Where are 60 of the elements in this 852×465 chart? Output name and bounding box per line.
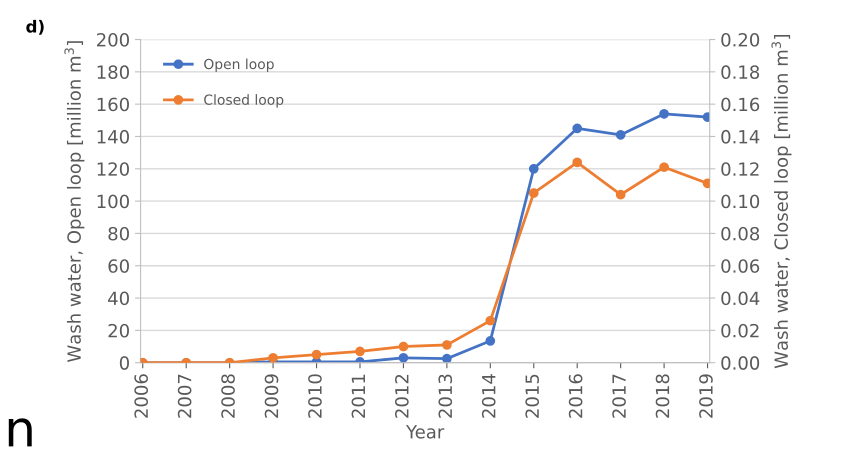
x-tick-label: 2015 <box>525 374 539 418</box>
y-axis-title: Wash water, Open loop [million m$^{3}$] <box>64 41 84 362</box>
y-tick-label: 160 <box>98 98 129 112</box>
point <box>485 316 496 326</box>
point <box>398 352 408 363</box>
x-tick-label: 2017 <box>612 374 626 418</box>
x-tick-label: 2013 <box>438 374 452 418</box>
x-tick-label: 2007 <box>178 374 192 418</box>
y2-axis-title: Wash water, Closed loop [million m$^{3}$] <box>771 35 792 368</box>
y2-tick-label: 0.16 <box>721 98 760 112</box>
point <box>659 162 669 172</box>
x-tick-label: 2018 <box>656 374 670 418</box>
y2-tick-label: 0.14 <box>721 130 760 144</box>
y-tick-label: 40 <box>108 292 129 306</box>
y-tick-label: 20 <box>108 324 129 338</box>
point <box>616 190 626 200</box>
text: d) <box>26 20 44 35</box>
point <box>485 336 496 346</box>
y2-tick-label: 0.18 <box>721 65 760 79</box>
point <box>398 342 408 352</box>
y2-tick-label: 0.08 <box>721 226 760 241</box>
point <box>442 354 452 363</box>
point <box>572 157 582 168</box>
point <box>355 346 365 356</box>
y-tick-label: 100 <box>98 194 129 208</box>
point <box>312 350 322 360</box>
y2-tick-label: 0.20 <box>721 32 760 47</box>
y2-tick-label: 0.12 <box>721 162 759 176</box>
legend-label: Closed loop <box>204 94 284 108</box>
x-tick-label: 2014 <box>482 374 496 418</box>
y-tick-label: 0 <box>120 356 129 370</box>
y2-tick-label: 0.02 <box>721 324 759 338</box>
x-tick-label: 2011 <box>352 374 366 418</box>
point <box>528 188 539 198</box>
x-tick-label: 2019 <box>699 374 713 418</box>
text: n <box>8 418 32 446</box>
y-tick-label: 80 <box>108 226 129 241</box>
y2-tick-label: 0.06 <box>721 259 760 273</box>
point <box>528 164 539 174</box>
x-tick-label: 2008 <box>221 374 235 418</box>
y-tick-label: 180 <box>98 65 129 79</box>
x-tick-label: 2009 <box>264 374 278 418</box>
y-tick-label: 120 <box>98 162 129 176</box>
y2-tick-label: 0.10 <box>721 194 760 208</box>
y-tick-label: 140 <box>98 130 129 144</box>
x-tick-label: 2010 <box>308 374 322 418</box>
x-tick-label: 2016 <box>568 374 582 418</box>
point <box>268 352 278 363</box>
y2-tick-label: 0.00 <box>721 356 760 370</box>
x-axis-title: Year <box>406 425 444 439</box>
y2-tick-label: 0.04 <box>721 292 760 306</box>
x-tick-label: 2006 <box>134 374 148 418</box>
point <box>659 108 669 119</box>
y-tick-label: 200 <box>97 32 129 47</box>
y-tick-label: 60 <box>108 259 129 273</box>
x-tick-label: 2012 <box>395 374 409 418</box>
point <box>572 124 582 134</box>
legend-label: Open loop <box>204 58 274 72</box>
point <box>616 130 626 140</box>
point <box>442 340 452 350</box>
